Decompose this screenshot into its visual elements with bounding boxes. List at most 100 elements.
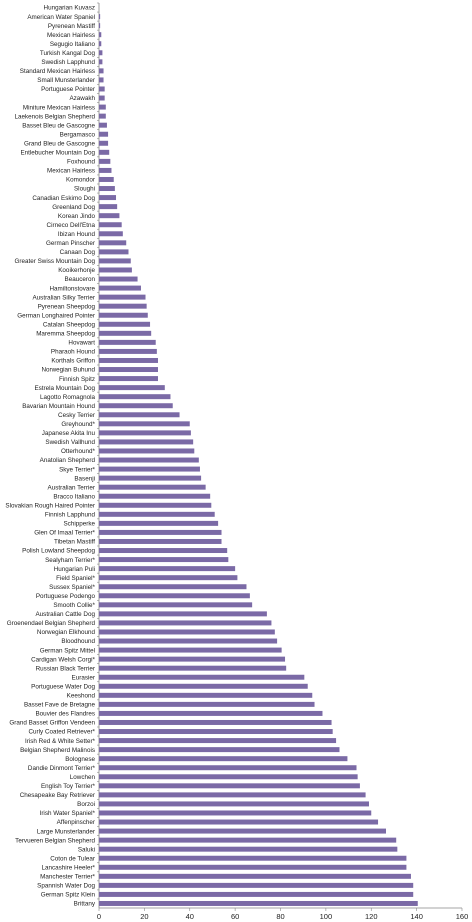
category-label: Pharaoh Hound	[51, 349, 96, 356]
bar	[99, 77, 104, 83]
category-label: Swedish Vallhund	[45, 439, 95, 446]
bar	[99, 385, 165, 391]
category-label: German Pinscher	[46, 240, 95, 247]
bar	[99, 258, 131, 264]
category-label: German Longhaired Pointer	[17, 312, 95, 319]
bar	[99, 900, 418, 906]
bar	[99, 412, 180, 418]
bar	[99, 747, 340, 753]
category-label: Pyrenean Mastiff	[48, 23, 95, 30]
bar	[99, 792, 366, 798]
category-label: Otterhound*	[61, 448, 96, 455]
category-labels: Hungarian Kuvasz American Water Spaniel Py…	[5, 5, 95, 908]
bar	[99, 294, 146, 300]
category-label: Komondor	[66, 177, 95, 184]
bar	[99, 339, 156, 345]
bar	[99, 593, 250, 599]
category-label: Bergamasco	[60, 131, 96, 138]
bar	[99, 864, 407, 870]
category-label: Hamiltonstovare	[50, 285, 96, 292]
category-label: Finnish Lapphund	[45, 512, 96, 519]
bar	[99, 466, 200, 472]
bar	[99, 457, 199, 463]
category-label: Lagotto Romagnola	[40, 394, 95, 401]
bar	[99, 312, 148, 318]
category-label: Bloodhound	[61, 638, 95, 645]
category-label: Large Munsterlander	[37, 828, 95, 835]
category-label: Norwegian Elkhound	[37, 629, 96, 636]
bar	[99, 873, 411, 879]
category-label: Bouvier des Flandres	[35, 711, 95, 718]
category-label: Ibizan Hound	[58, 231, 96, 238]
category-label: American Water Spaniel	[27, 14, 95, 21]
category-label: Portuguese Water Dog	[31, 683, 95, 690]
category-label: Glen Of Imaal Terrier*	[34, 530, 95, 537]
category-label: Norwegian Buhund	[41, 367, 95, 374]
category-label: Finnish Spitz	[59, 376, 95, 383]
bar	[99, 104, 106, 110]
bar	[99, 50, 103, 56]
bar	[99, 855, 407, 861]
bar	[99, 548, 228, 554]
category-label: Grand Bleu de Gascogne	[24, 140, 96, 147]
category-label: Portuguese Pointer	[41, 86, 95, 93]
category-label: Polish Lowland Sheepdog	[22, 548, 95, 555]
x-tick-label: 140	[410, 912, 423, 921]
bar	[99, 176, 114, 182]
bar	[99, 882, 414, 888]
bar	[99, 475, 202, 481]
category-label: Sealyham Terrier*	[45, 557, 95, 564]
category-label: Brittany	[74, 901, 96, 908]
bar	[99, 692, 313, 698]
category-label: Sloughi	[74, 186, 95, 193]
bar	[99, 68, 104, 74]
category-label: Hovawart	[68, 340, 95, 347]
bar	[99, 149, 110, 155]
category-label: Smooth Collie*	[53, 602, 95, 609]
bar	[99, 86, 105, 92]
category-label: Portuguese Podengo	[36, 593, 96, 600]
bar	[99, 321, 151, 327]
bar	[99, 846, 398, 852]
category-label: Australian Terrier	[48, 484, 95, 491]
category-label: Australian Silky Terrier	[32, 294, 95, 301]
category-label: Bracco Italiano	[53, 493, 95, 500]
category-label: Grand Basset Griffon Vendeen	[9, 720, 95, 727]
category-label: Schipperke	[63, 521, 95, 528]
bar	[99, 95, 105, 101]
bar	[99, 484, 206, 490]
bar	[99, 584, 247, 590]
x-tick-label: 160	[456, 912, 469, 921]
category-label: Sussex Spaniel*	[49, 584, 95, 591]
bar	[99, 774, 358, 780]
bar	[99, 267, 132, 273]
bar	[99, 719, 332, 725]
bar	[99, 493, 211, 499]
bar	[99, 765, 357, 771]
category-label: Standard Mexican Hairless	[20, 68, 95, 75]
bar	[99, 348, 157, 354]
bar	[99, 529, 222, 535]
bar	[99, 403, 173, 409]
category-label: Turkish Kangal Dog	[40, 50, 96, 57]
bar	[99, 14, 101, 20]
bar	[99, 213, 120, 219]
bar	[99, 367, 158, 373]
bar	[99, 285, 141, 291]
bar	[99, 729, 333, 735]
category-label: German Spitz Klein	[41, 892, 96, 899]
category-label: Hungarian Kuvasz	[44, 5, 95, 12]
bar	[99, 810, 372, 816]
bar	[99, 41, 102, 47]
bar	[99, 167, 112, 173]
x-tick-label: 120	[365, 912, 378, 921]
category-label: Greater Swiss Mountain Dog	[15, 258, 96, 265]
bar	[99, 538, 222, 544]
x-tick-label: 60	[231, 912, 239, 921]
bar	[99, 195, 117, 201]
bar	[99, 557, 229, 563]
bar	[99, 629, 275, 635]
category-label: Miniture Mexican Hairless	[23, 104, 95, 111]
category-label: Hungarian Puli	[54, 566, 95, 573]
bar	[99, 430, 191, 436]
